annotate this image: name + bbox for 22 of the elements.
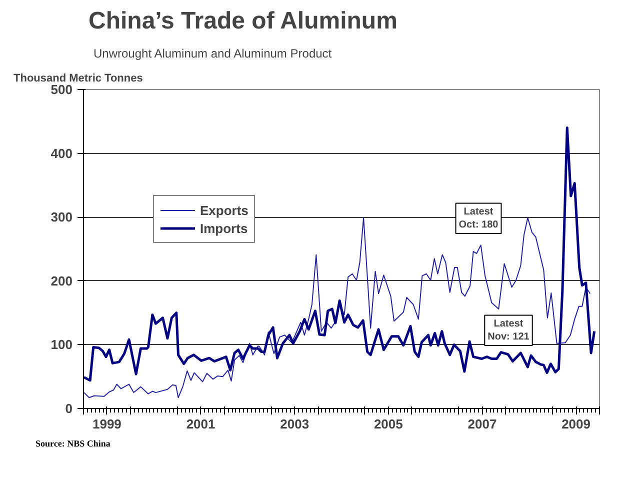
y-tick-label: 300 [50, 210, 73, 225]
y-axis-title: Thousand Metric Tonnes [14, 72, 143, 84]
y-tick-label: 400 [50, 146, 73, 161]
annotation: Latest Nov: 121 [488, 318, 530, 342]
x-tick-label: 1999 [92, 416, 122, 432]
chart-title: China’s Trade of Aluminum [88, 8, 398, 34]
annotation: Latest Oct: 180 [458, 206, 499, 230]
y-tick-label: 0 [65, 401, 73, 416]
legend-label: Imports [200, 220, 248, 236]
x-tick-label: 2007 [468, 416, 497, 432]
x-tick-label: 2009 [562, 416, 591, 432]
x-tick-label: 2005 [374, 416, 403, 432]
x-tick-label: 2003 [280, 416, 310, 432]
y-tick-label: 100 [50, 337, 73, 352]
chart-subtitle: Unwrought Aluminum and Aluminum Product [94, 46, 332, 60]
y-tick-label: 200 [50, 273, 73, 288]
legend-label: Exports [200, 202, 248, 218]
y-tick-label: 500 [50, 82, 73, 97]
source-note: Source: NBS China [36, 438, 111, 448]
line-series [84, 217, 591, 398]
line-series [84, 126, 596, 382]
x-tick-label: 2001 [186, 416, 216, 432]
